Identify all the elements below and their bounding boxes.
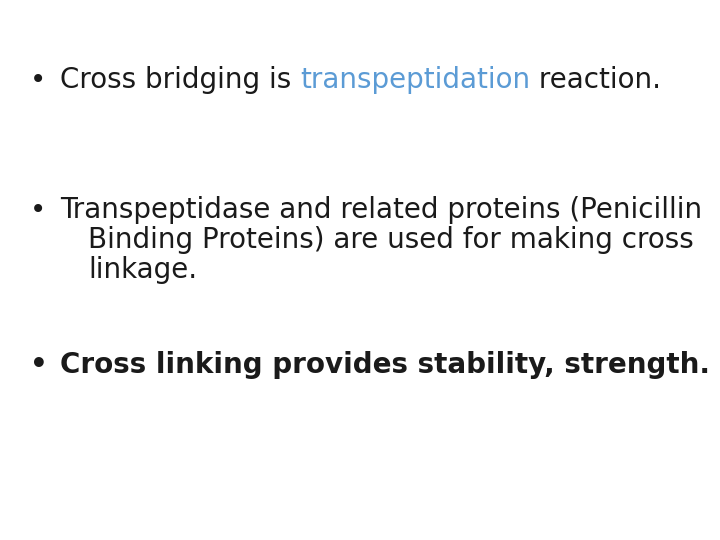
Text: •: • bbox=[30, 351, 48, 379]
Text: Transpeptidase and related proteins (Penicillin: Transpeptidase and related proteins (Pen… bbox=[60, 196, 702, 224]
Text: Cross linking provides stability, strength.: Cross linking provides stability, streng… bbox=[60, 351, 710, 379]
Text: •: • bbox=[30, 66, 46, 94]
Text: Cross bridging is: Cross bridging is bbox=[60, 66, 300, 94]
Text: transpeptidation: transpeptidation bbox=[300, 66, 530, 94]
Text: reaction.: reaction. bbox=[530, 66, 661, 94]
Text: •: • bbox=[30, 196, 46, 224]
Text: Binding Proteins) are used for making cross: Binding Proteins) are used for making cr… bbox=[88, 226, 694, 254]
Text: linkage.: linkage. bbox=[88, 256, 197, 284]
